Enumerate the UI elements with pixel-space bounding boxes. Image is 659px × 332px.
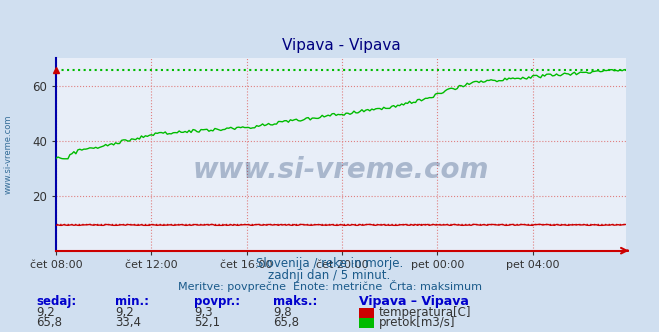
Text: www.si-vreme.com: www.si-vreme.com	[193, 156, 489, 184]
Title: Vipava - Vipava: Vipava - Vipava	[281, 38, 401, 53]
Text: 52,1: 52,1	[194, 316, 221, 329]
Text: min.:: min.:	[115, 295, 150, 308]
Text: Vipava – Vipava: Vipava – Vipava	[359, 295, 469, 308]
Text: pretok[m3/s]: pretok[m3/s]	[379, 316, 455, 329]
Text: 9,2: 9,2	[36, 306, 55, 319]
Text: 65,8: 65,8	[273, 316, 299, 329]
Text: 9,3: 9,3	[194, 306, 213, 319]
Text: temperatura[C]: temperatura[C]	[379, 306, 471, 319]
Text: Slovenija / reke in morje.: Slovenija / reke in morje.	[256, 257, 403, 270]
Text: maks.:: maks.:	[273, 295, 318, 308]
Text: 65,8: 65,8	[36, 316, 62, 329]
Text: 9,8: 9,8	[273, 306, 292, 319]
Text: www.si-vreme.com: www.si-vreme.com	[3, 115, 13, 194]
Text: 33,4: 33,4	[115, 316, 141, 329]
Text: Meritve: povprečne  Enote: metrične  Črta: maksimum: Meritve: povprečne Enote: metrične Črta:…	[177, 281, 482, 292]
Text: sedaj:: sedaj:	[36, 295, 76, 308]
Text: zadnji dan / 5 minut.: zadnji dan / 5 minut.	[268, 269, 391, 282]
Text: povpr.:: povpr.:	[194, 295, 241, 308]
Text: 9,2: 9,2	[115, 306, 134, 319]
